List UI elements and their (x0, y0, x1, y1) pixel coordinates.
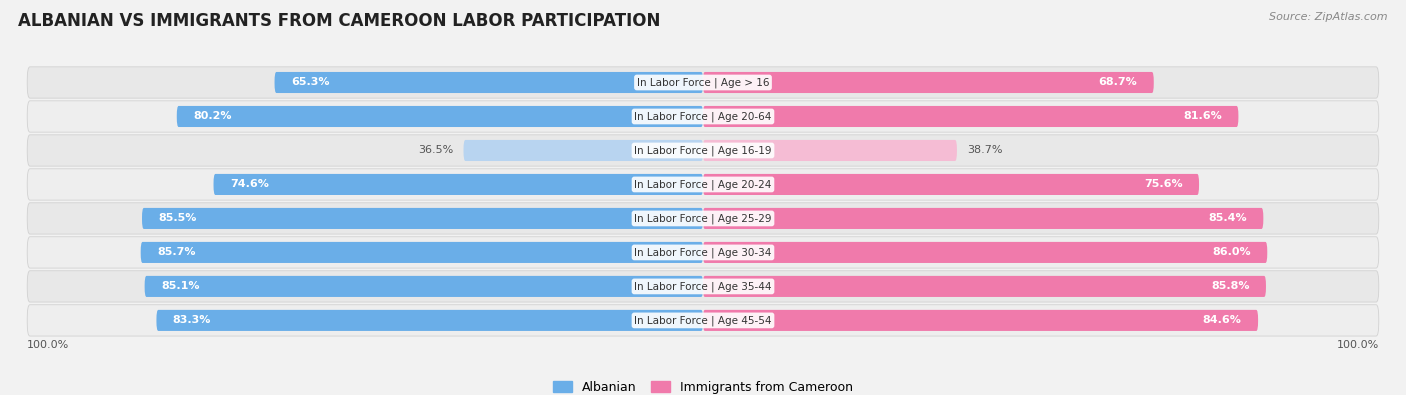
FancyBboxPatch shape (27, 169, 1379, 200)
FancyBboxPatch shape (145, 276, 703, 297)
Text: 80.2%: 80.2% (193, 111, 232, 122)
Text: 81.6%: 81.6% (1184, 111, 1222, 122)
Text: In Labor Force | Age 45-54: In Labor Force | Age 45-54 (634, 315, 772, 325)
Text: ALBANIAN VS IMMIGRANTS FROM CAMEROON LABOR PARTICIPATION: ALBANIAN VS IMMIGRANTS FROM CAMEROON LAB… (18, 12, 661, 30)
FancyBboxPatch shape (703, 140, 957, 161)
Text: 84.6%: 84.6% (1202, 316, 1241, 325)
Text: 100.0%: 100.0% (27, 340, 69, 350)
FancyBboxPatch shape (703, 276, 1265, 297)
FancyBboxPatch shape (214, 174, 703, 195)
FancyBboxPatch shape (703, 72, 1154, 93)
Text: 85.8%: 85.8% (1211, 281, 1250, 292)
FancyBboxPatch shape (27, 135, 1379, 166)
FancyBboxPatch shape (703, 106, 1239, 127)
FancyBboxPatch shape (703, 310, 1258, 331)
Text: 100.0%: 100.0% (1337, 340, 1379, 350)
Text: 85.5%: 85.5% (159, 213, 197, 224)
Text: 83.3%: 83.3% (173, 316, 211, 325)
Text: 68.7%: 68.7% (1098, 77, 1137, 87)
FancyBboxPatch shape (177, 106, 703, 127)
FancyBboxPatch shape (27, 101, 1379, 132)
FancyBboxPatch shape (274, 72, 703, 93)
FancyBboxPatch shape (142, 208, 703, 229)
Text: 85.7%: 85.7% (157, 247, 195, 258)
FancyBboxPatch shape (27, 67, 1379, 98)
Text: 36.5%: 36.5% (419, 145, 454, 156)
FancyBboxPatch shape (27, 203, 1379, 234)
Text: Source: ZipAtlas.com: Source: ZipAtlas.com (1270, 12, 1388, 22)
Text: 85.4%: 85.4% (1208, 213, 1247, 224)
FancyBboxPatch shape (27, 271, 1379, 302)
Text: In Labor Force | Age 16-19: In Labor Force | Age 16-19 (634, 145, 772, 156)
Text: 38.7%: 38.7% (967, 145, 1002, 156)
Text: 75.6%: 75.6% (1144, 179, 1182, 190)
Text: In Labor Force | Age 25-29: In Labor Force | Age 25-29 (634, 213, 772, 224)
FancyBboxPatch shape (703, 242, 1267, 263)
FancyBboxPatch shape (27, 237, 1379, 268)
Text: In Labor Force | Age 20-24: In Labor Force | Age 20-24 (634, 179, 772, 190)
Text: 65.3%: 65.3% (291, 77, 329, 87)
FancyBboxPatch shape (703, 174, 1199, 195)
Text: 86.0%: 86.0% (1212, 247, 1251, 258)
Text: In Labor Force | Age 35-44: In Labor Force | Age 35-44 (634, 281, 772, 292)
FancyBboxPatch shape (156, 310, 703, 331)
Text: 74.6%: 74.6% (231, 179, 269, 190)
Legend: Albanian, Immigrants from Cameroon: Albanian, Immigrants from Cameroon (553, 381, 853, 394)
FancyBboxPatch shape (464, 140, 703, 161)
FancyBboxPatch shape (141, 242, 703, 263)
FancyBboxPatch shape (703, 208, 1264, 229)
FancyBboxPatch shape (27, 305, 1379, 336)
Text: 85.1%: 85.1% (162, 281, 200, 292)
Text: In Labor Force | Age 20-64: In Labor Force | Age 20-64 (634, 111, 772, 122)
Text: In Labor Force | Age 30-34: In Labor Force | Age 30-34 (634, 247, 772, 258)
Text: In Labor Force | Age > 16: In Labor Force | Age > 16 (637, 77, 769, 88)
